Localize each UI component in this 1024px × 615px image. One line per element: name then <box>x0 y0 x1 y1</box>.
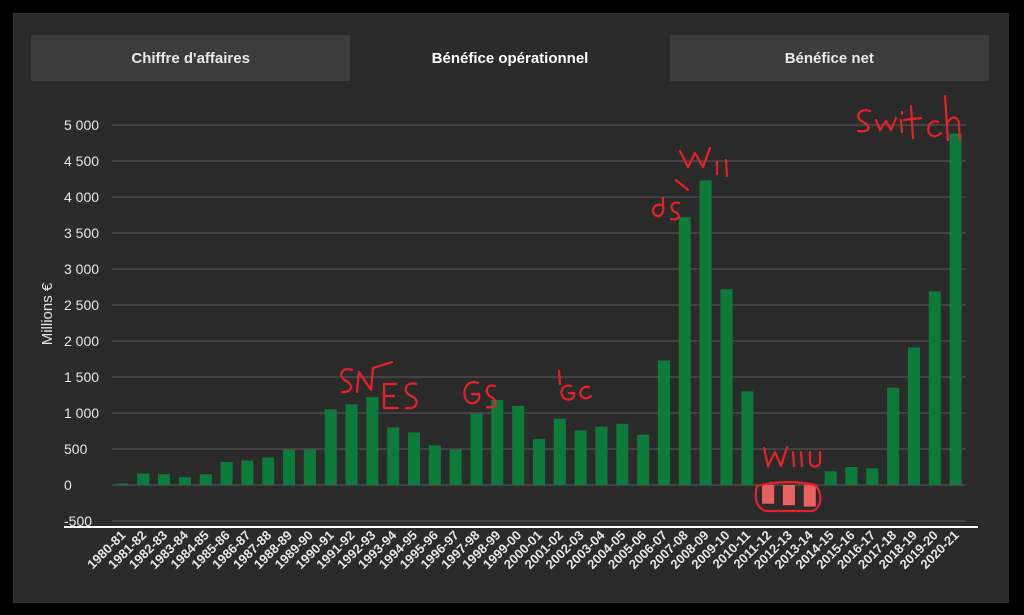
bar-1987-88[interactable] <box>262 457 275 485</box>
y-tick-label: 2 500 <box>64 297 99 313</box>
bar-2011-12[interactable] <box>762 485 775 504</box>
tab-benefice-net[interactable]: Bénéfice net <box>669 35 989 81</box>
y-tick-label: 3 000 <box>64 261 99 277</box>
bar-1995-96[interactable] <box>428 445 441 485</box>
y-tick-label: 1 000 <box>64 405 99 421</box>
bar-2004-05[interactable] <box>616 423 629 485</box>
bar-1980-81[interactable] <box>116 483 129 485</box>
y-tick-label: 2 000 <box>64 333 99 349</box>
bar-1989-90[interactable] <box>303 449 316 485</box>
y-tick-label: -500 <box>64 513 92 529</box>
bar-2005-06[interactable] <box>637 434 650 485</box>
bar-1982-83[interactable] <box>158 474 171 485</box>
bar-2019-20[interactable] <box>928 291 941 485</box>
bar-2017-18[interactable] <box>887 387 900 485</box>
bar-1996-97[interactable] <box>449 449 462 485</box>
annotation-gs <box>463 380 497 409</box>
bar-2012-13[interactable] <box>782 485 795 506</box>
bar-1985-86[interactable] <box>220 461 233 485</box>
bar-1988-89[interactable] <box>283 449 296 485</box>
bar-2008-09[interactable] <box>699 180 712 485</box>
y-tick-label: 1 500 <box>64 369 99 385</box>
x-axis-ticks: 1980-811981-821982-831983-841984-851985-… <box>84 527 962 572</box>
y-tick-label: 3 500 <box>64 225 99 241</box>
bar-1984-85[interactable] <box>199 474 212 485</box>
grid-lines <box>112 124 966 522</box>
bar-2001-02[interactable] <box>553 418 566 485</box>
annotation-sn <box>340 360 394 394</box>
bar-1983-84[interactable] <box>178 477 191 485</box>
bar-1990-91[interactable] <box>324 409 337 485</box>
bar-1981-82[interactable] <box>137 473 150 485</box>
y-axis-ticks: -500 0 500 1 000 1 500 2 000 2 500 3 000 3 500 4 … <box>64 117 99 529</box>
bar-2016-17[interactable] <box>866 468 879 485</box>
annotation-gc <box>557 369 593 401</box>
annotation-es <box>382 382 418 410</box>
y-tick-label: 4 500 <box>64 153 99 169</box>
annotation-switch <box>856 94 962 142</box>
y-tick-label: 5 000 <box>64 117 99 133</box>
y-tick-label: 500 <box>64 441 88 457</box>
bar-2006-07[interactable] <box>657 360 671 485</box>
bar-1997-98[interactable] <box>470 413 483 485</box>
bar-1998-99[interactable] <box>491 400 504 485</box>
bar-2015-16[interactable] <box>845 467 858 485</box>
annotation-wii <box>674 146 729 192</box>
bar-2013-14[interactable] <box>803 485 816 507</box>
annotation-wiiu <box>754 445 822 513</box>
bar-1991-92[interactable] <box>345 404 358 485</box>
bar-2002-03[interactable] <box>574 430 587 485</box>
y-axis-label: Millions € <box>39 282 56 345</box>
bar-2009-10[interactable] <box>720 289 733 485</box>
tab-chiffre-affaires[interactable]: Chiffre d'affaires <box>31 35 351 81</box>
bar-1999-00[interactable] <box>512 405 525 485</box>
chart-panel: Chiffre d'affaires Bénéfice opérationnel… <box>13 13 1009 603</box>
annotation-ds <box>651 196 681 221</box>
y-tick-label: 4 000 <box>64 189 99 205</box>
tab-benefice-operationnel[interactable]: Bénéfice opérationnel <box>350 35 670 81</box>
bar-2007-08[interactable] <box>678 217 691 485</box>
bar-1992-93[interactable] <box>366 397 379 485</box>
bar-2000-01[interactable] <box>532 438 546 485</box>
y-tick-label: 0 <box>64 477 72 493</box>
bar-2014-15[interactable] <box>824 471 837 485</box>
tab-bar: Chiffre d'affaires Bénéfice opérationnel… <box>31 35 989 81</box>
bar-1994-95[interactable] <box>407 432 421 485</box>
bars <box>116 133 962 507</box>
bar-2003-04[interactable] <box>595 426 608 485</box>
bar-2010-11[interactable] <box>741 391 754 485</box>
bar-1986-87[interactable] <box>241 460 254 485</box>
bar-1993-94[interactable] <box>387 427 400 485</box>
bar-2020-21[interactable] <box>949 133 962 485</box>
bar-2018-19[interactable] <box>907 347 920 485</box>
